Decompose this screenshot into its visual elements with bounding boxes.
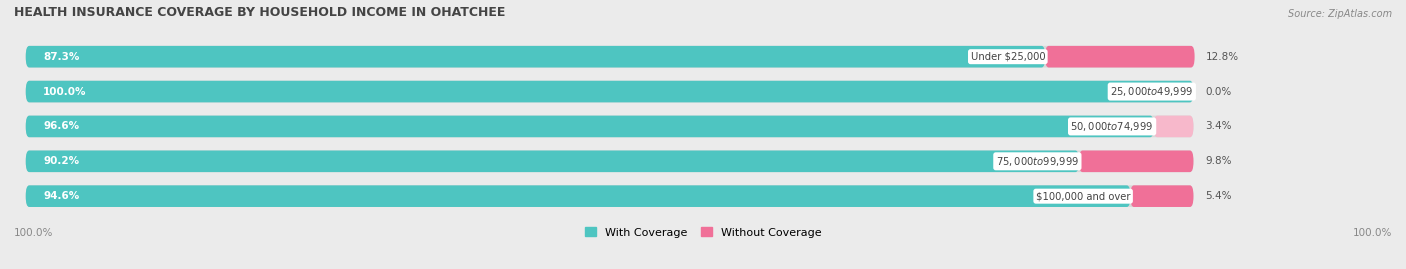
- Text: 3.4%: 3.4%: [1205, 121, 1232, 132]
- FancyBboxPatch shape: [25, 116, 1154, 137]
- FancyBboxPatch shape: [25, 116, 1194, 137]
- FancyBboxPatch shape: [1130, 185, 1194, 207]
- Text: 100.0%: 100.0%: [1353, 228, 1392, 238]
- Text: HEALTH INSURANCE COVERAGE BY HOUSEHOLD INCOME IN OHATCHEE: HEALTH INSURANCE COVERAGE BY HOUSEHOLD I…: [14, 6, 505, 19]
- FancyBboxPatch shape: [1045, 46, 1195, 68]
- Text: 9.8%: 9.8%: [1205, 156, 1232, 166]
- Legend: With Coverage, Without Coverage: With Coverage, Without Coverage: [585, 227, 821, 238]
- Text: 94.6%: 94.6%: [44, 191, 80, 201]
- Text: $75,000 to $99,999: $75,000 to $99,999: [995, 155, 1078, 168]
- Text: 87.3%: 87.3%: [44, 52, 80, 62]
- FancyBboxPatch shape: [25, 46, 1194, 68]
- FancyBboxPatch shape: [25, 185, 1194, 207]
- Text: 90.2%: 90.2%: [44, 156, 79, 166]
- Text: 0.0%: 0.0%: [1205, 87, 1232, 97]
- FancyBboxPatch shape: [1154, 116, 1194, 137]
- Text: $100,000 and over: $100,000 and over: [1036, 191, 1130, 201]
- Text: 96.6%: 96.6%: [44, 121, 79, 132]
- Text: 5.4%: 5.4%: [1205, 191, 1232, 201]
- Text: $25,000 to $49,999: $25,000 to $49,999: [1111, 85, 1194, 98]
- FancyBboxPatch shape: [25, 150, 1194, 172]
- FancyBboxPatch shape: [1078, 150, 1194, 172]
- FancyBboxPatch shape: [25, 81, 1194, 102]
- FancyBboxPatch shape: [25, 185, 1130, 207]
- FancyBboxPatch shape: [25, 46, 1045, 68]
- FancyBboxPatch shape: [25, 150, 1078, 172]
- FancyBboxPatch shape: [25, 81, 1194, 102]
- Text: Source: ZipAtlas.com: Source: ZipAtlas.com: [1288, 9, 1392, 19]
- Text: 100.0%: 100.0%: [44, 87, 87, 97]
- Text: 100.0%: 100.0%: [14, 228, 53, 238]
- Text: $50,000 to $74,999: $50,000 to $74,999: [1070, 120, 1154, 133]
- Text: 12.8%: 12.8%: [1206, 52, 1240, 62]
- Text: Under $25,000: Under $25,000: [970, 52, 1045, 62]
